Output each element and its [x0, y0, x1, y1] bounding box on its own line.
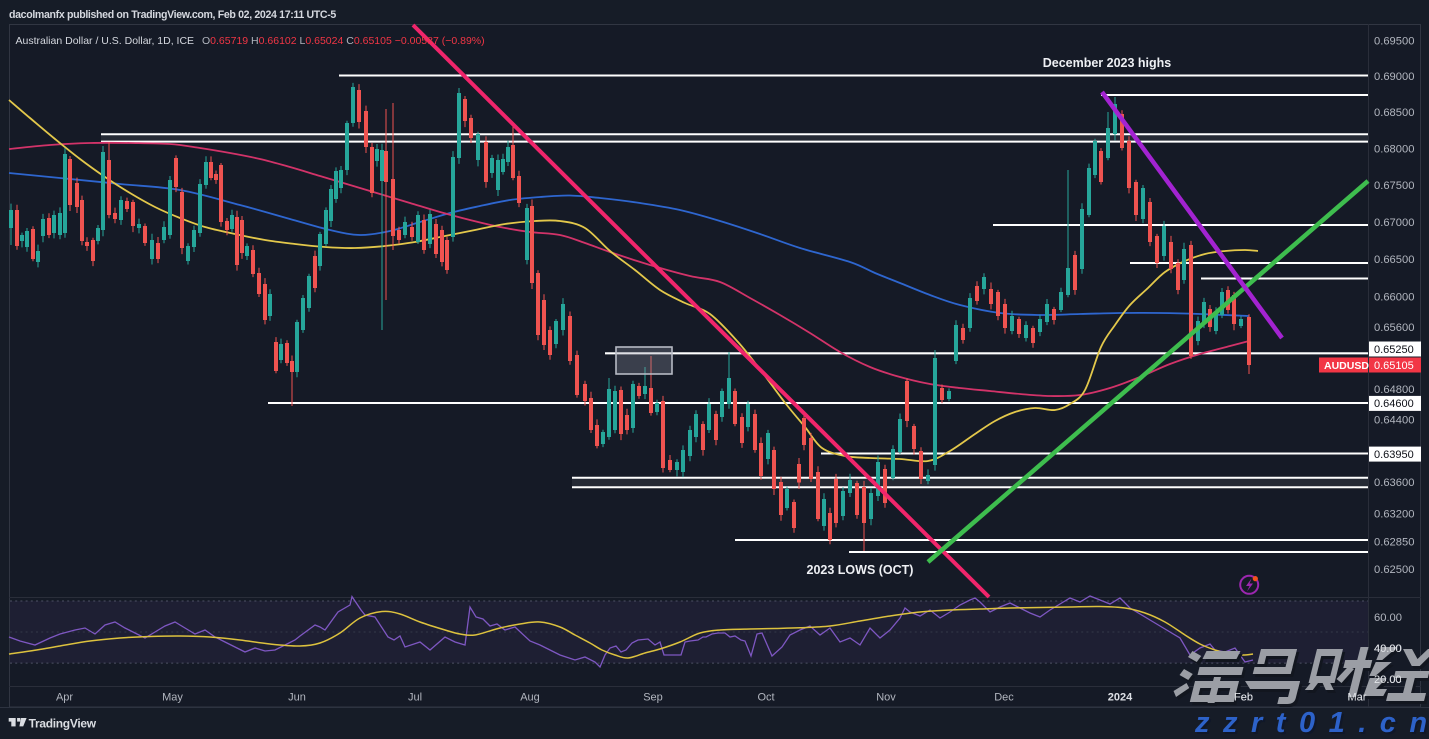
svg-text:Jul: Jul [408, 692, 422, 704]
svg-text:0.64600: 0.64600 [1374, 398, 1414, 410]
svg-text:Mar: Mar [1348, 692, 1367, 704]
svg-text:2023 LOWS (OCT): 2023 LOWS (OCT) [807, 563, 914, 577]
svg-text:Dec: Dec [994, 692, 1014, 704]
svg-text:0.68000: 0.68000 [1374, 143, 1414, 155]
svg-text:0.62850: 0.62850 [1374, 536, 1414, 548]
svg-text:0.68500: 0.68500 [1374, 107, 1414, 119]
svg-text:Feb: Feb [1234, 692, 1253, 704]
svg-text:0.66000: 0.66000 [1374, 291, 1414, 303]
svg-text:zzrt01.cn: zzrt01.cn [1196, 709, 1429, 739]
svg-text:0.67500: 0.67500 [1374, 180, 1414, 192]
svg-text:Nov: Nov [876, 692, 896, 704]
svg-text:O0.65719 H0.66102 L0.65024: O0.65719 H0.66102 L0.65024 C0.65105 −0.0… [202, 35, 485, 47]
svg-text:2024: 2024 [1108, 692, 1133, 704]
svg-text:zzrt01.cn: zzrt01.cn [1194, 707, 1429, 739]
svg-text:40.00: 40.00 [1374, 643, 1402, 655]
svg-text:0.62500: 0.62500 [1374, 564, 1414, 576]
svg-text:0.65105: 0.65105 [1374, 360, 1414, 372]
svg-text:0.65600: 0.65600 [1374, 322, 1414, 334]
svg-text:Aug: Aug [520, 692, 540, 704]
svg-text:0.63600: 0.63600 [1374, 477, 1414, 489]
svg-text:20.00: 20.00 [1374, 674, 1402, 686]
svg-text:Australian Dollar / U.S. Dolla: Australian Dollar / U.S. Dollar, 1D, ICE [16, 35, 195, 47]
svg-text:AUDUSD: AUDUSD [1324, 360, 1369, 372]
svg-text:0.69500: 0.69500 [1374, 35, 1414, 47]
svg-text:0.63950: 0.63950 [1374, 449, 1414, 461]
svg-text:dacolmanfx published on Tradin: dacolmanfx published on TradingView.com,… [9, 9, 336, 21]
svg-text:December 2023 highs: December 2023 highs [1043, 56, 1172, 70]
svg-text:Sep: Sep [643, 692, 663, 704]
svg-text:TradingView: TradingView [29, 717, 97, 731]
svg-text:Jun: Jun [288, 692, 306, 704]
svg-text:0.64800: 0.64800 [1374, 384, 1414, 396]
svg-text:0.67000: 0.67000 [1374, 217, 1414, 229]
svg-text:0.69000: 0.69000 [1374, 71, 1414, 83]
svg-text:Feb: Feb [1234, 692, 1253, 704]
svg-text:0.66500: 0.66500 [1374, 254, 1414, 266]
svg-text:Oct: Oct [757, 692, 774, 704]
svg-text:60.00: 60.00 [1374, 612, 1402, 624]
svg-text:0.65250: 0.65250 [1374, 344, 1414, 356]
svg-text:Apr: Apr [56, 692, 73, 704]
svg-text:0.63200: 0.63200 [1374, 508, 1414, 520]
svg-text:0.64400: 0.64400 [1374, 415, 1414, 427]
svg-text:May: May [162, 692, 183, 704]
